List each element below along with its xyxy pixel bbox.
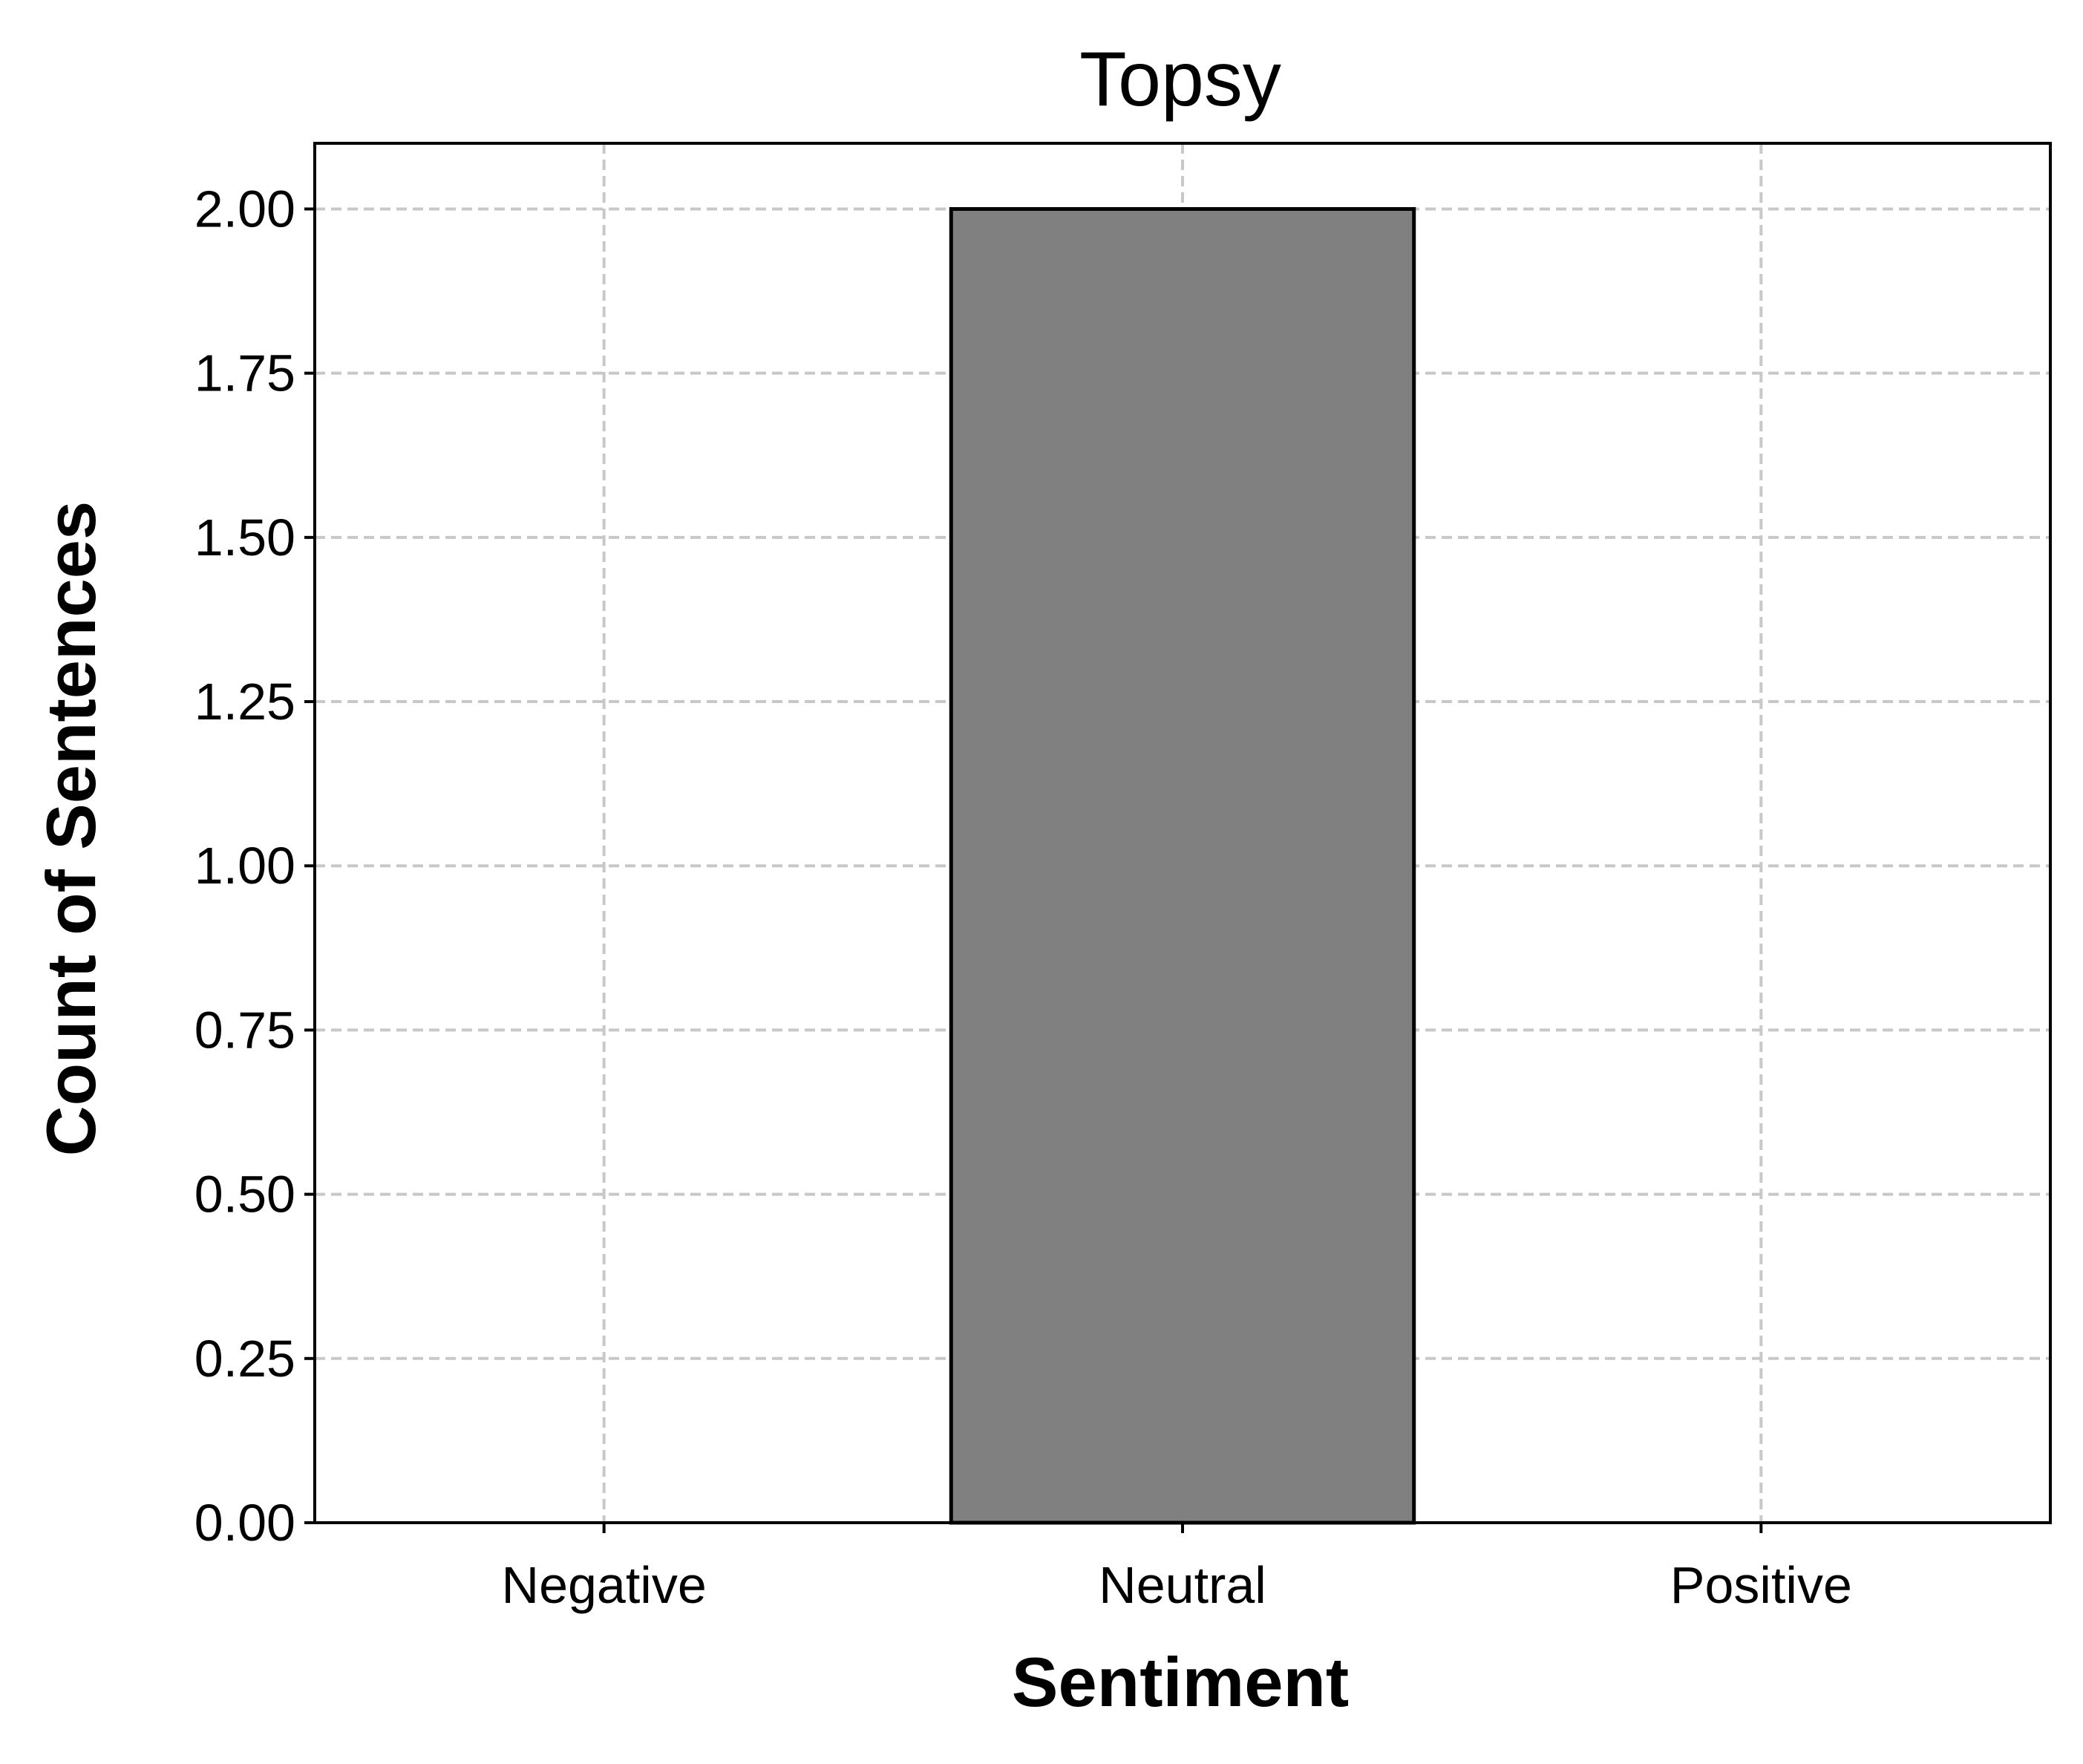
axis-ticks: 0.00 0.25 0.50 0.75 1.00 1.25 1.50 1.75 2.00 Nega… [194, 180, 1852, 1614]
x-axis-label: Sentiment [1012, 1643, 1349, 1721]
y-tick-label: 0.50 [194, 1166, 295, 1224]
y-tick-label: 2.00 [194, 180, 295, 238]
y-tick-label: 1.25 [194, 673, 295, 731]
y-tick-label: 1.50 [194, 509, 295, 566]
bar-neutral [949, 206, 1416, 1525]
y-tick-label: 1.75 [194, 344, 295, 402]
y-tick-label: 0.00 [194, 1494, 295, 1552]
y-axis-label: Count of Sentences [32, 501, 110, 1157]
chart-title: Topsy [1079, 36, 1281, 122]
y-tick-label: 0.75 [194, 1001, 295, 1059]
x-tick-label: Neutral [1099, 1556, 1266, 1614]
x-tick-label: Negative [502, 1556, 707, 1614]
y-tick-label: 1.00 [194, 837, 295, 895]
y-tick-label: 0.25 [194, 1330, 295, 1388]
x-tick-label: Positive [1670, 1556, 1852, 1614]
bars [949, 206, 1416, 1525]
